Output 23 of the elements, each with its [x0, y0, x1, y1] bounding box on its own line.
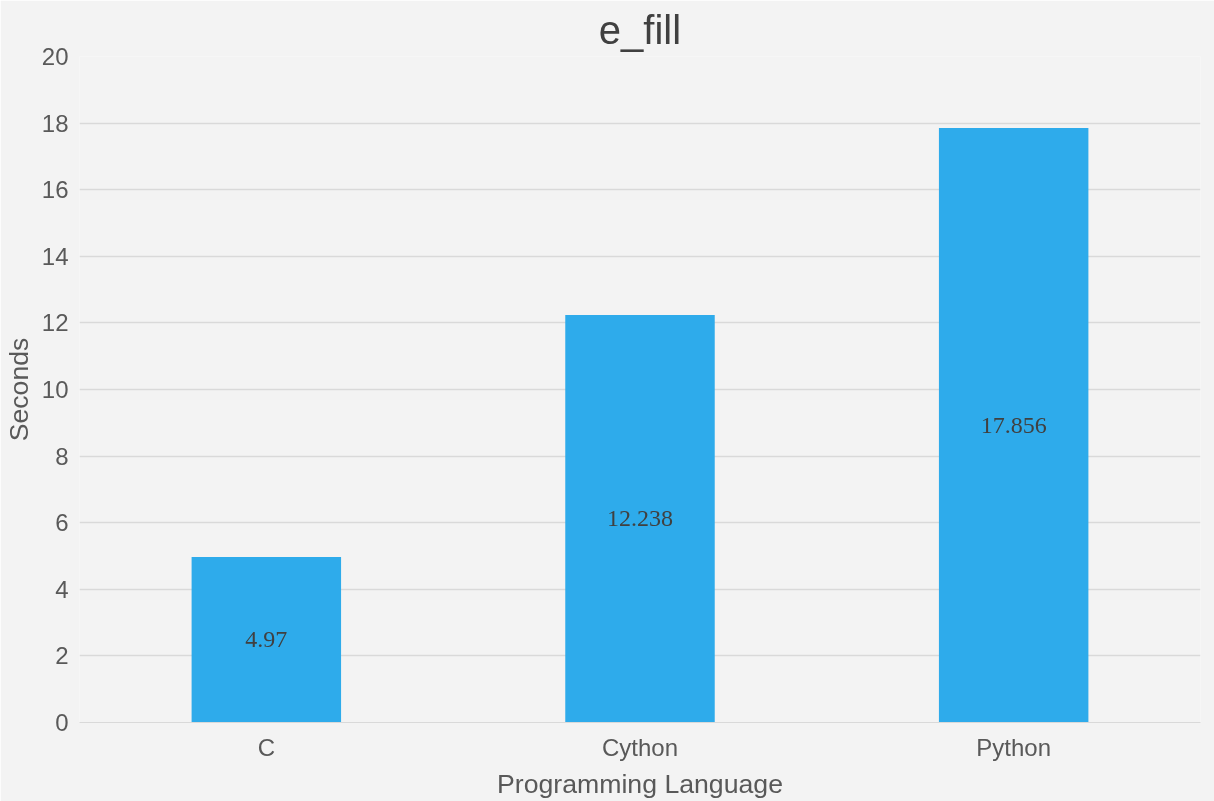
y-tick-label: 10: [41, 376, 69, 403]
chart-title: e_fill: [598, 7, 682, 52]
y-tick-label: 14: [41, 242, 69, 270]
y-tick-label: 2: [55, 642, 69, 670]
data-label: 12.238: [607, 505, 673, 532]
y-tick-label: 6: [55, 509, 69, 537]
y-tick-label: 12: [41, 309, 69, 337]
y-tick-label: 16: [41, 176, 69, 204]
data-label: 4.97: [245, 626, 288, 653]
y-tick-label: 0: [55, 709, 69, 736]
x-tick-label: Python: [976, 733, 1052, 761]
y-tick-label: 4: [55, 575, 69, 603]
x-tick-label: Cython: [601, 733, 679, 761]
y-tick-label: 8: [55, 442, 69, 470]
y-tick-label: 18: [41, 109, 69, 137]
bar: [565, 314, 715, 723]
y-axis-title: Seconds: [3, 337, 34, 442]
data-label: 17.856: [980, 411, 1047, 438]
x-tick-label: C: [257, 733, 276, 761]
bar: [938, 127, 1089, 723]
y-tick-label: 20: [41, 43, 69, 70]
x-axis-title: Programming Language: [497, 768, 783, 799]
bar: [191, 557, 342, 723]
